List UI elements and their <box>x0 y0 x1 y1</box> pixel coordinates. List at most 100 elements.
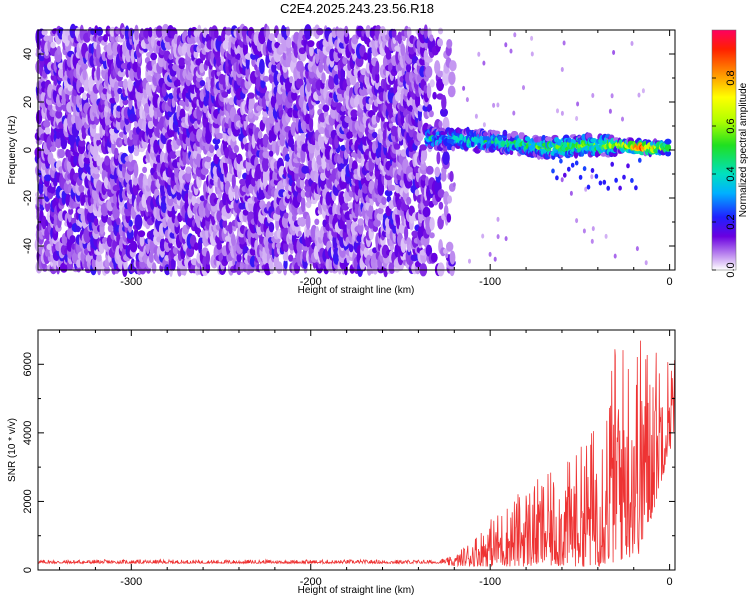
spectrogram-cell <box>394 91 401 102</box>
spectrogram-cell <box>289 76 294 84</box>
spectrogram-noise-cells <box>34 23 648 278</box>
spectrogram-cell <box>441 94 447 111</box>
spectrogram-cell <box>103 34 108 43</box>
spectrogram-y-axis-label: Frequency (Hz) <box>7 116 18 185</box>
spectrogram-cell <box>622 174 626 180</box>
spectrogram-cell <box>147 119 154 130</box>
spectrogram-cell <box>451 145 456 152</box>
spectrogram-cell <box>268 150 274 157</box>
spectrogram-cell <box>137 230 146 238</box>
spectrogram-cell <box>107 224 113 233</box>
y-tick-label: 4000 <box>22 421 34 445</box>
spectrogram-cell <box>437 262 445 277</box>
spectrogram-cell <box>126 228 134 240</box>
spectrogram-cell <box>641 88 645 94</box>
spectrogram-cell <box>134 24 139 41</box>
x-tick-label: -100 <box>479 576 501 588</box>
spectrogram-cell <box>155 25 163 38</box>
spectrogram-cell <box>438 120 443 129</box>
spectrogram-cell <box>513 32 517 38</box>
spectrogram-cell <box>242 209 249 216</box>
spectrogram-cell <box>191 195 197 206</box>
spectrogram-cell <box>446 39 453 49</box>
spectrogram-cell <box>262 150 270 159</box>
spectrogram-cell <box>151 262 157 274</box>
spectrogram-cell <box>626 163 630 169</box>
spectrogram-cell <box>148 27 153 38</box>
spectrogram-cell <box>114 147 119 160</box>
y-tick-label: 20 <box>22 96 34 108</box>
spectrogram-cell <box>530 51 534 57</box>
spectrogram-cell <box>185 166 192 174</box>
spectrogram-cell <box>268 222 275 233</box>
spectrogram-cell <box>71 114 76 125</box>
spectrogram-cell <box>82 67 87 81</box>
spectrogram-cell <box>44 126 51 135</box>
spectrogram-cell <box>304 190 312 198</box>
spectrogram-cell <box>303 100 307 116</box>
spectrogram-cell <box>590 174 594 180</box>
y-tick-label: 6000 <box>22 352 34 376</box>
spectrogram-cell <box>150 52 158 61</box>
spectrogram-cell <box>79 86 85 94</box>
spectrogram-cell <box>630 41 634 46</box>
spectrogram-cell <box>169 150 178 159</box>
spectrogram-cell <box>559 158 563 164</box>
spectrogram-cell <box>259 58 265 75</box>
spectrogram-cell <box>522 85 525 91</box>
spectrogram-cell <box>482 122 486 128</box>
spectrogram-cell <box>602 179 607 185</box>
spectrogram-cell <box>560 110 564 116</box>
spectrogram-cell <box>205 250 210 265</box>
spectrogram-cell <box>96 43 101 59</box>
spectrogram-cell <box>488 251 492 257</box>
spectrogram-cell <box>448 71 456 85</box>
spectrogram-cell <box>492 102 496 108</box>
spectrogram-cell <box>570 162 575 168</box>
spectrogram-cell <box>57 148 66 159</box>
spectrogram-cell <box>193 49 199 59</box>
spectrogram-cell <box>578 174 583 180</box>
spectrogram-cell <box>283 241 289 253</box>
spectrogram-cell <box>231 173 236 189</box>
x-tick-label: 0 <box>667 576 673 588</box>
spectrogram-cell <box>432 91 437 100</box>
spectrogram-cell <box>69 235 76 244</box>
spectrogram-cell <box>92 172 100 179</box>
colorbar-tick-label: 0.4 <box>725 166 737 181</box>
spectrogram-cell <box>591 93 595 98</box>
spectrogram-cell <box>228 97 236 106</box>
spectrogram-cell <box>576 101 580 107</box>
spectrogram-cell <box>49 146 57 152</box>
spectrogram-cell <box>56 131 61 140</box>
spectrogram-cell <box>194 242 199 251</box>
spectrogram-cell <box>614 177 618 183</box>
spectrogram-cell <box>231 233 236 247</box>
spectrogram-cell <box>41 215 47 230</box>
spectrogram-cell <box>225 27 233 36</box>
spectrogram-cell <box>504 236 508 242</box>
spectrogram-cell <box>136 64 141 80</box>
spectrogram-cell <box>44 174 52 182</box>
spectrogram-cell <box>598 180 603 186</box>
spectrogram-cell <box>496 216 500 222</box>
spectrogram-cell <box>613 253 617 259</box>
y-tick-label: -20 <box>22 190 34 206</box>
spectrogram-cell <box>81 62 88 71</box>
spectrogram-cell <box>67 113 73 127</box>
spectrogram-cell <box>127 78 133 92</box>
colorbar-tick-label: 0.6 <box>725 118 737 133</box>
spectrogram-cell <box>562 40 566 46</box>
spectrogram-cell <box>530 35 534 41</box>
spectrogram-cell <box>286 26 290 37</box>
spectrogram-cell <box>78 139 86 147</box>
x-tick-label: -300 <box>120 576 142 588</box>
spectrogram-cell <box>55 110 63 119</box>
spectrogram-cell <box>575 116 579 121</box>
spectrogram-cell <box>481 233 485 239</box>
spectrogram-cell <box>200 167 209 176</box>
spectrogram-cell <box>316 27 324 36</box>
spectrogram-cell <box>212 137 221 145</box>
colorbar-tick-label: 0.0 <box>725 262 737 277</box>
spectrogram-cell <box>300 196 306 213</box>
